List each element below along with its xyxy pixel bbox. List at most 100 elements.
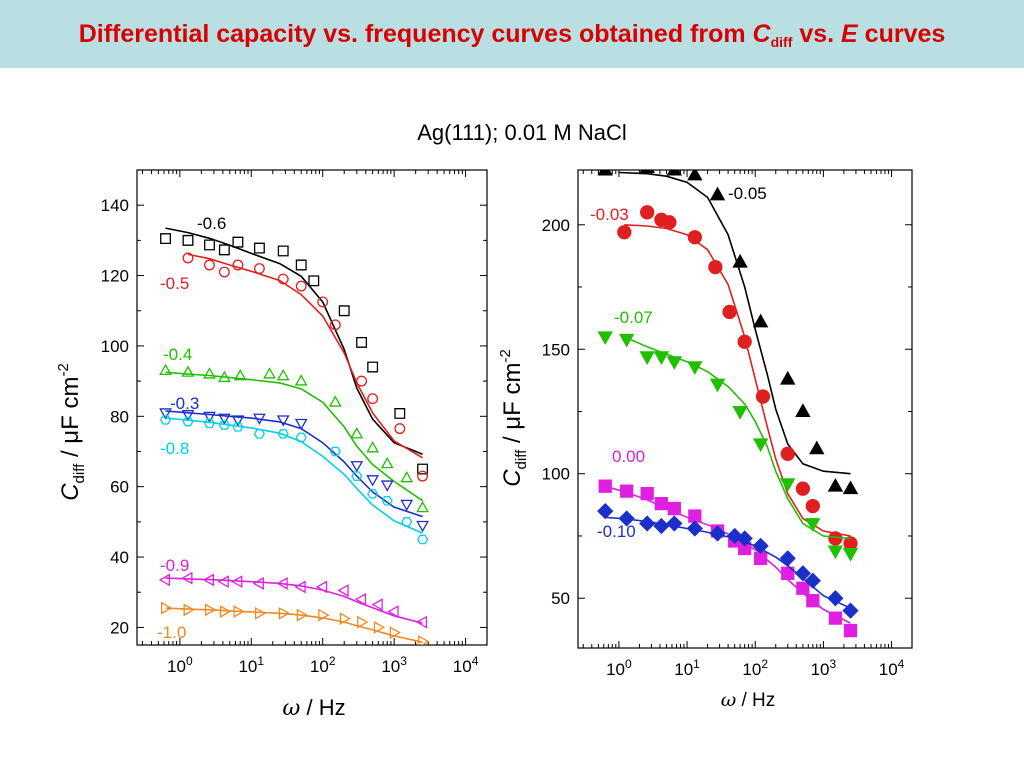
data-point [231,575,243,589]
title-banner [0,0,1024,68]
data-point [253,263,265,274]
data-point [252,577,264,590]
data-point [354,592,367,606]
data-point [416,500,429,513]
data-point [640,486,654,501]
data-point [828,531,843,546]
series--1.0 [161,601,430,645]
data-point [779,550,796,567]
slide-title-main: Differential capacity vs. frequency curv… [78,20,753,48]
data-point [387,605,399,618]
data-point [687,230,702,245]
data-point [181,410,195,422]
data-point [218,266,230,278]
data-point [394,408,406,419]
data-point [159,363,172,376]
data-point [722,304,737,320]
series--0.6 [160,227,429,475]
data-point [296,608,309,622]
data-point [308,275,320,287]
data-point [366,441,380,453]
data-point [366,475,380,487]
data-point [205,603,217,617]
x-tick-label: 104 [879,657,905,679]
data-point [809,440,825,455]
y-tick-label: 20 [110,618,129,637]
data-point [203,411,216,424]
series-label: -0.8 [160,439,189,458]
data-point [597,170,613,176]
data-point [371,598,383,611]
data-point [794,565,811,582]
data-point [357,615,369,629]
data-point [752,537,769,555]
slide-title-mid: vs. [792,20,842,48]
data-point [318,608,330,622]
data-point [401,517,413,527]
data-point [400,499,414,512]
data-point [329,319,341,331]
series-label: -0.5 [160,274,189,293]
chart-heading: Ag(111); 0.01 M NaCl [417,120,627,145]
series-label: -1.0 [157,623,186,642]
data-point [183,603,195,617]
fit-line [624,224,851,537]
data-point [389,626,401,640]
data-point [231,415,245,427]
fit-line [187,253,424,459]
data-point [708,259,723,275]
data-point [295,432,307,443]
data-point [233,605,245,618]
data-point [204,259,215,271]
data-point [218,420,230,430]
x-tick-label: 102 [310,654,336,676]
fit-line [165,607,423,643]
data-point [159,415,172,425]
data-point [618,333,635,348]
fit-line [165,417,423,534]
data-point [780,478,796,492]
data-point [295,280,307,292]
slide-title-e: E [841,20,858,48]
x-tick-label: 100 [167,654,193,676]
x-tick-label: 103 [381,654,407,676]
data-point [276,415,290,427]
data-point [253,429,265,439]
data-point [843,623,858,638]
series--0.3 [159,408,429,533]
data-point [315,580,328,594]
data-point [654,496,669,511]
data-point [597,331,613,346]
data-point [367,488,379,499]
y-tick-label: 200 [542,216,570,235]
data-point [253,242,265,254]
series--0.5 [182,252,429,482]
data-point [639,351,655,365]
data-point [204,239,215,251]
data-point [232,422,244,432]
y-axis-label: Cdiff / μF cm-2 [55,363,88,501]
data-point [380,480,394,492]
data-point [653,517,670,535]
data-point [732,253,748,268]
data-point [780,370,796,385]
data-point [356,336,368,348]
x-axis-label: ω / Hz [282,695,345,721]
series--0.10 [597,502,859,619]
data-point [639,515,656,532]
data-point [339,612,352,626]
data-point [367,393,379,405]
series-label: -0.4 [163,345,192,364]
data-point [753,551,768,566]
data-point [277,429,289,439]
x-axis-label: ω / Hz [721,689,776,711]
series--0.05 [597,170,859,495]
y-tick-label: 100 [101,337,129,356]
data-point [804,572,821,589]
data-point [828,611,843,625]
data-point [181,365,195,377]
slide-title-c: C [752,20,771,48]
data-point [639,170,655,173]
chart-panel-1: 100 101 102 103 104 20 40 60 80 100 120 140 ω / Hz Cd… [55,169,488,721]
